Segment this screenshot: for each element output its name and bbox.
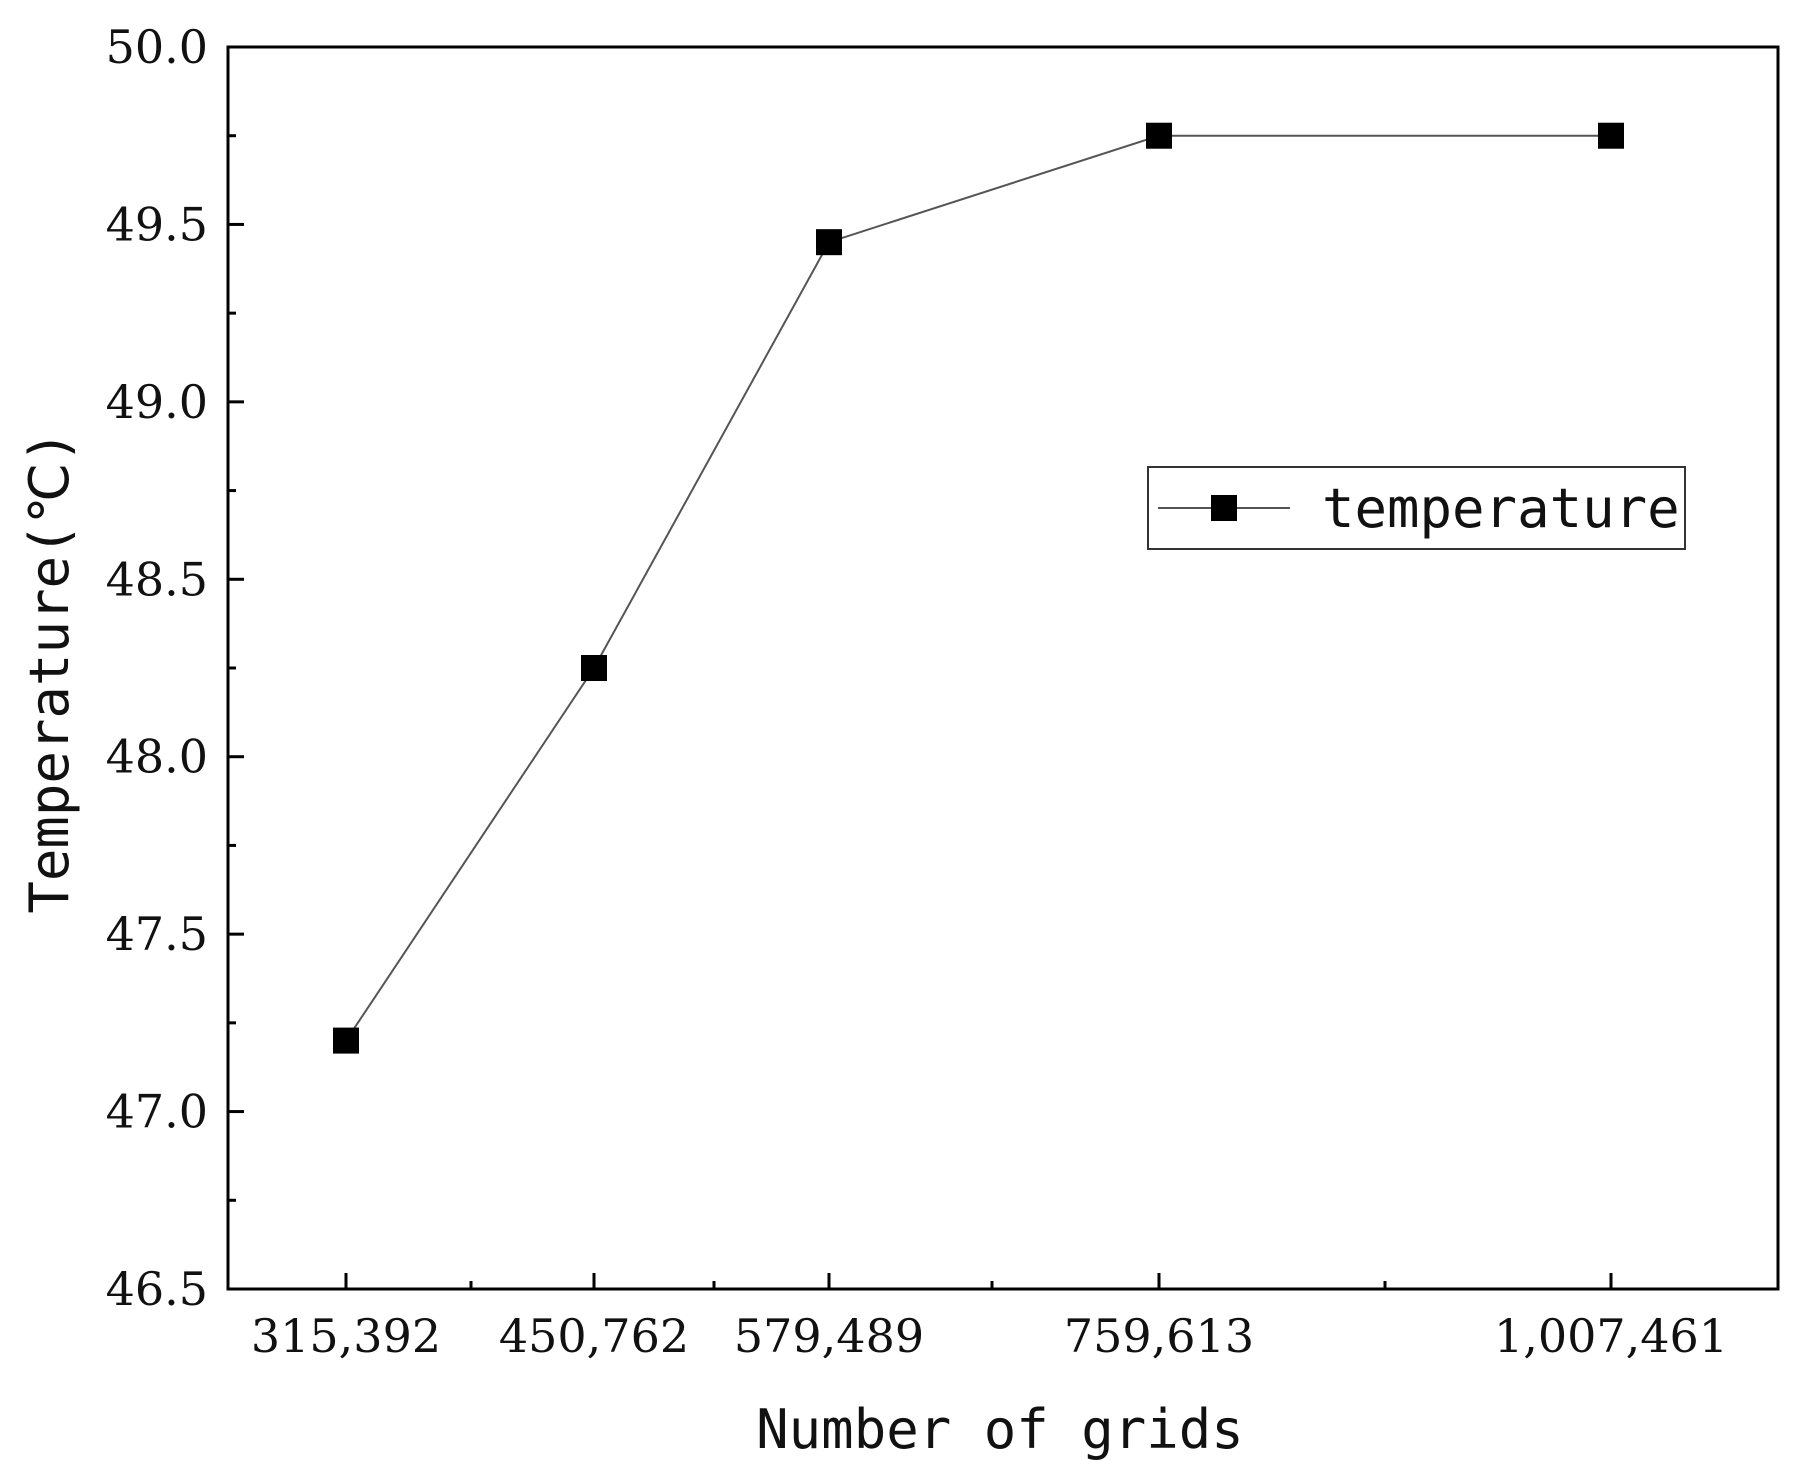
series-line [345,134,1611,1042]
y-tick-label: 50.0 [106,20,208,74]
x-tick-label: 315,392 [251,1309,441,1363]
legend: temperature [1147,466,1686,550]
data-point [1146,122,1172,149]
y-tick-label: 48.0 [106,730,208,784]
x-tick-label: 579,489 [734,1309,924,1363]
y-tick-label: 49.0 [106,375,208,429]
y-tick-label: 46.5 [106,1262,208,1316]
data-point [1598,122,1624,149]
legend-marker [1211,495,1237,521]
y-tick-label: 47.5 [106,907,208,961]
x-tick-label: 759,613 [1064,1309,1254,1363]
plot-frame [226,45,1780,1291]
y-tick-label: 48.5 [106,552,208,606]
x-tick-label: 450,762 [499,1309,689,1363]
data-point [333,1027,359,1054]
y-tick-label: 49.5 [106,197,208,251]
data-point [581,655,607,681]
legend-label: temperature [1322,477,1680,540]
data-point [816,229,842,256]
x-axis-title: Number of grids [756,1398,1244,1461]
x-tick-label: 1,007,461 [1494,1309,1728,1363]
y-axis: 46.5 47.0 47.5 48.0 48.5 49.0 49.5 50.0 [106,20,244,1316]
x-axis: 315,392 450,762 579,489 759,613 1,007,461 [251,1273,1728,1363]
plot-area [226,45,1780,1291]
series-temperature [333,122,1624,1054]
y-axis-title: Temperature(℃) [18,430,81,913]
y-tick-label: 47.0 [106,1085,208,1139]
